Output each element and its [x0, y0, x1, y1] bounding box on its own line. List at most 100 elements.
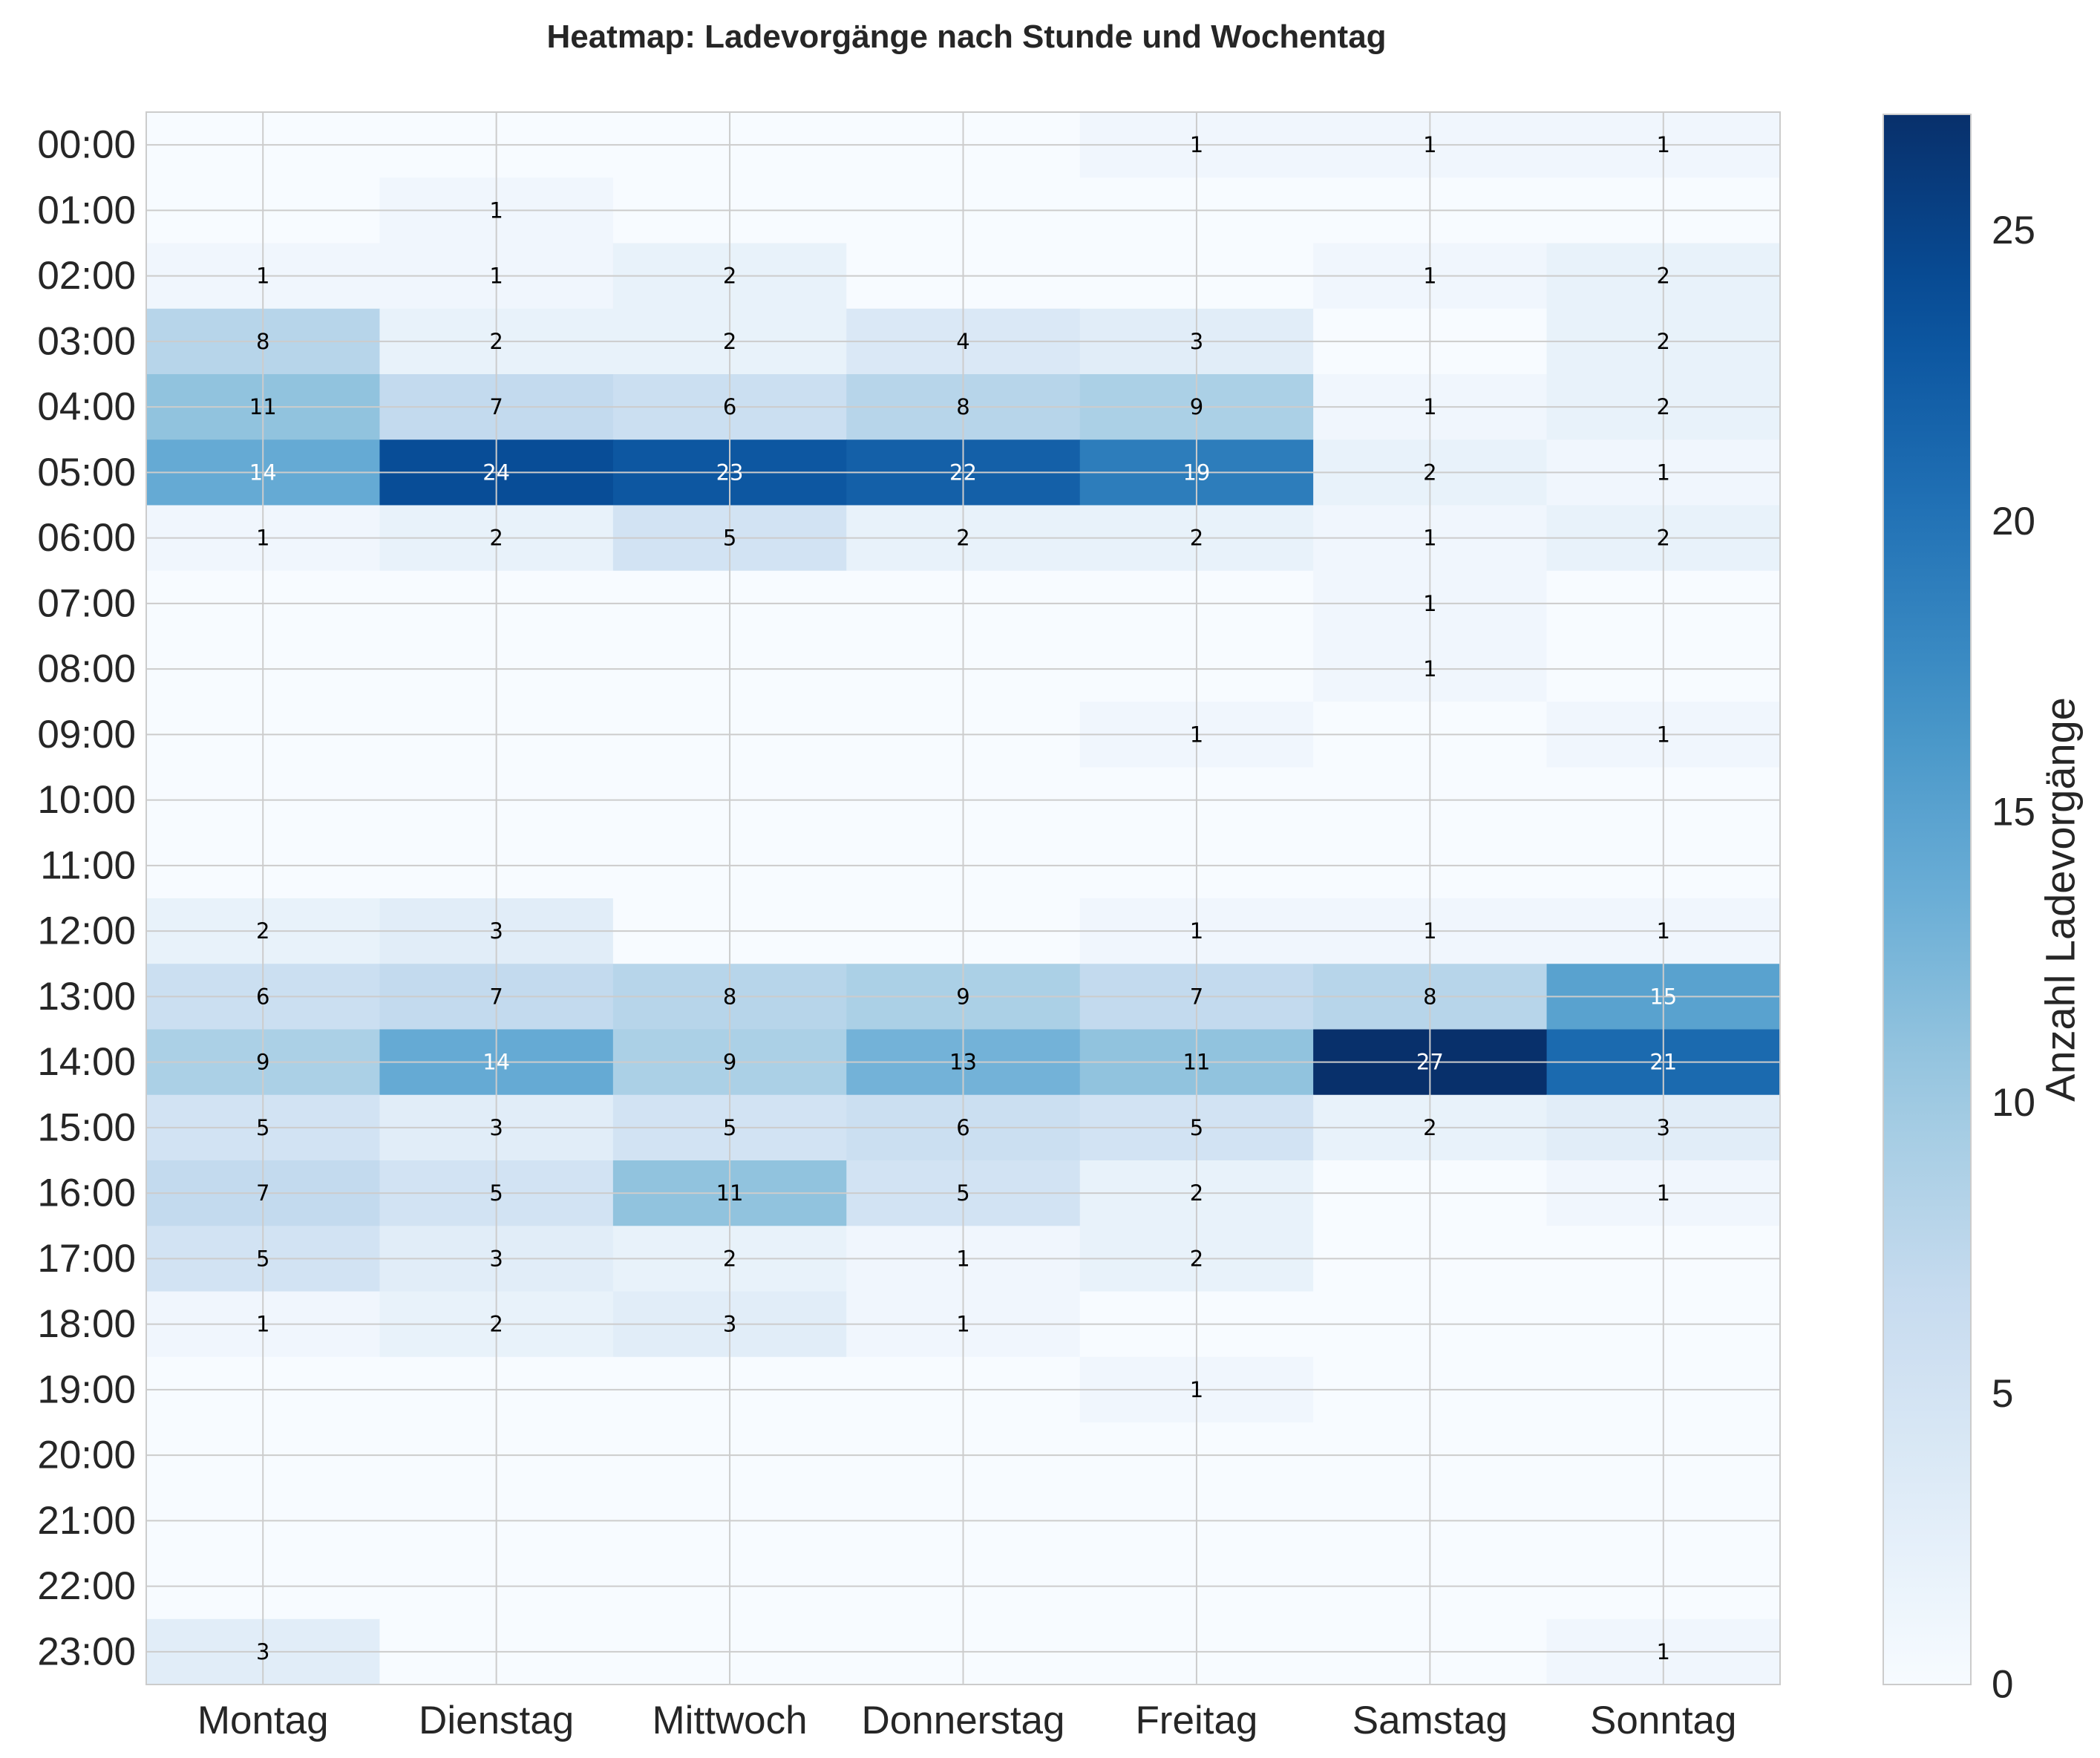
cell-value-label: 1 [1423, 132, 1436, 157]
cell-value-label: 2 [723, 264, 736, 289]
colorbar-gradient [1883, 114, 1972, 1685]
cell-value-label: 1 [1423, 526, 1436, 551]
cell-value-label: 1 [1657, 722, 1670, 747]
cell-value-label: 8 [956, 394, 969, 419]
y-tick-label: 14:00 [37, 1040, 136, 1084]
cell-value-label: 2 [1190, 1246, 1203, 1271]
cell-value-label: 5 [1190, 1115, 1203, 1140]
colorbar: 0 5 10 15 20 25 Anzahl Ladevorgänge [1883, 114, 2084, 1707]
cell-value-label: 5 [723, 526, 736, 551]
cell-value-label: 1 [1190, 918, 1203, 944]
cell-value-label: 2 [489, 1312, 503, 1337]
cell-value-label: 19 [1183, 460, 1210, 485]
cell-value-label: 4 [956, 329, 969, 354]
cell-value-label: 1 [1190, 132, 1203, 157]
x-tick-label: Sonntag [1590, 1699, 1736, 1742]
cell-value-label: 1 [1657, 918, 1670, 944]
chart-title: Heatmap: Ladevorgänge nach Stunde und Wo… [546, 19, 1386, 55]
cell-value-label: 11 [716, 1180, 744, 1206]
x-tick-label: Freitag [1135, 1699, 1257, 1742]
cell-value-label: 2 [1657, 526, 1670, 551]
cell-value-label: 5 [956, 1180, 969, 1206]
cell-value-label: 2 [1423, 1115, 1436, 1140]
colorbar-tick-label: 5 [1992, 1372, 2013, 1416]
y-tick-label: 07:00 [37, 581, 136, 625]
cell-value-label: 5 [723, 1115, 736, 1140]
y-tick-label: 20:00 [37, 1434, 136, 1477]
cell-value-label: 7 [256, 1180, 269, 1206]
y-tick-label: 19:00 [37, 1367, 136, 1411]
cell-value-label: 1 [1190, 1377, 1203, 1402]
grid-lines [146, 112, 1780, 1685]
cell-value-label: 1 [256, 526, 269, 551]
cell-value-label: 2 [1190, 526, 1203, 551]
cell-value-label: 3 [1190, 329, 1203, 354]
cell-value-label: 1 [1423, 591, 1436, 616]
x-tick-label: Samstag [1352, 1699, 1508, 1742]
cell-value-labels: 1 1 111 1 2 1 28 2 2 4 3 211 7 6 8 9 1 214 24 23 22 19 2 11 2 5 2 2… [249, 132, 1677, 1664]
y-tick-label: 05:00 [37, 451, 136, 494]
colorbar-tick-label: 20 [1992, 500, 2035, 543]
cell-value-label: 1 [956, 1312, 969, 1337]
cell-value-label: 13 [949, 1050, 977, 1075]
colorbar-tick-label: 25 [1992, 209, 2035, 252]
y-tick-label: 09:00 [37, 713, 136, 757]
cell-value-label: 14 [249, 460, 277, 485]
cell-value-label: 1 [1657, 1180, 1670, 1206]
cell-value-label: 14 [483, 1050, 510, 1075]
cell-value-label: 11 [1183, 1050, 1210, 1075]
cell-value-label: 7 [489, 394, 503, 419]
y-tick-label: 16:00 [37, 1172, 136, 1215]
cell-value-label: 3 [489, 1115, 503, 1140]
y-tick-label: 04:00 [37, 385, 136, 429]
cell-value-label: 5 [256, 1115, 269, 1140]
cell-value-label: 8 [256, 329, 269, 354]
y-tick-label: 23:00 [37, 1630, 136, 1673]
y-tick-label: 21:00 [37, 1499, 136, 1543]
cell-value-label: 8 [1423, 984, 1436, 1009]
y-tick-label: 18:00 [37, 1302, 136, 1346]
cell-value-label: 1 [489, 197, 503, 223]
y-tick-label: 03:00 [37, 319, 136, 363]
cell-value-label: 2 [1423, 460, 1436, 485]
cell-value-label: 1 [1190, 722, 1203, 747]
cell-value-label: 8 [723, 984, 736, 1009]
cell-value-label: 6 [956, 1115, 969, 1140]
x-axis-tick-labels: Montag Dienstag Mittwoch Donnerstag Freitag S… [197, 1699, 1737, 1742]
cell-value-label: 2 [723, 329, 736, 354]
x-tick-label: Montag [197, 1699, 329, 1742]
y-tick-label: 17:00 [37, 1237, 136, 1281]
y-tick-label: 11:00 [40, 843, 136, 887]
cell-value-label: 3 [256, 1639, 269, 1664]
cell-value-label: 22 [949, 460, 977, 485]
cell-value-label: 1 [1423, 264, 1436, 289]
cell-value-label: 9 [723, 1050, 736, 1075]
cell-value-label: 1 [489, 264, 503, 289]
cell-value-label: 2 [489, 329, 503, 354]
cell-value-label: 6 [723, 394, 736, 419]
cell-value-label: 27 [1416, 1050, 1444, 1075]
colorbar-tick-label: 0 [1992, 1663, 2013, 1707]
cell-value-label: 9 [1190, 394, 1203, 419]
cell-value-label: 3 [489, 1246, 503, 1271]
colorbar-tick-label: 10 [1992, 1081, 2035, 1125]
cell-value-label: 1 [1423, 656, 1436, 682]
colorbar-tick-labels: 0 5 10 15 20 25 [1992, 209, 2035, 1706]
cell-value-label: 1 [1657, 460, 1670, 485]
cell-value-label: 24 [483, 460, 510, 485]
cell-value-label: 1 [1423, 918, 1436, 944]
x-tick-label: Dienstag [419, 1699, 574, 1742]
cell-value-label: 2 [256, 918, 269, 944]
colorbar-tick-label: 15 [1992, 791, 2035, 834]
cell-value-label: 2 [1657, 264, 1670, 289]
cell-value-label: 3 [489, 918, 503, 944]
cell-value-label: 5 [489, 1180, 503, 1206]
cell-value-label: 11 [249, 394, 277, 419]
y-tick-label: 02:00 [37, 254, 136, 298]
cell-value-label: 1 [1657, 132, 1670, 157]
y-tick-label: 12:00 [37, 909, 136, 953]
cell-value-label: 1 [956, 1246, 969, 1271]
cell-value-label: 9 [956, 984, 969, 1009]
cell-value-label: 2 [1190, 1180, 1203, 1206]
cell-value-label: 1 [1657, 1639, 1670, 1664]
